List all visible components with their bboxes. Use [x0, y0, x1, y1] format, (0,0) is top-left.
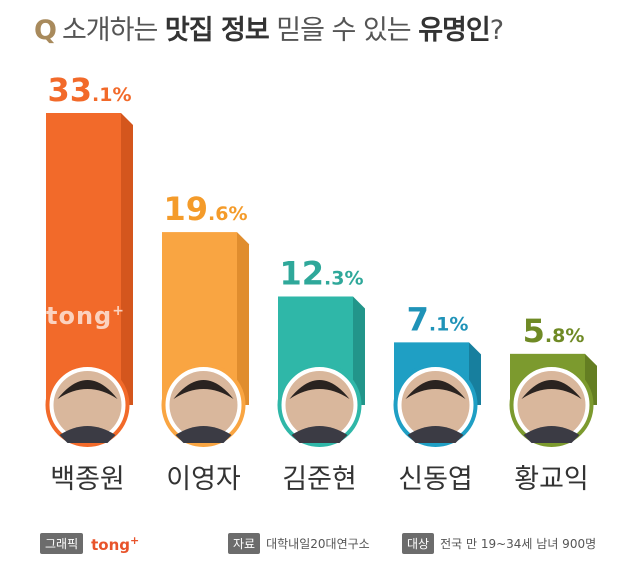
title-part-2: 맛집 정보 [164, 15, 270, 46]
avatar-body [291, 426, 348, 443]
bar-group-5: 5.8% 황교익 [509, 312, 597, 495]
avatar-hair [521, 380, 582, 399]
bar-group-4: 7.1% 신동엽 [393, 300, 481, 495]
title-part-3: 믿을 수 있는 [268, 15, 419, 46]
category-label: 황교익 [514, 464, 589, 495]
avatar-body [175, 426, 232, 443]
bar [46, 113, 121, 405]
avatar-body [407, 426, 464, 443]
chart-title: Q 소개하는 맛집 정보 믿을 수 있는 유명인? [34, 8, 504, 47]
value-label: 12.3% [279, 254, 363, 292]
source-tag: 자료 [228, 533, 261, 554]
category-label: 백종원 [50, 464, 125, 495]
avatar-hair [173, 380, 234, 399]
title-part-5: ? [489, 15, 504, 46]
value-label: 7.1% [407, 300, 469, 338]
value-label: 33.1% [47, 71, 131, 109]
bar-group-3: 12.3% 김준현 [277, 254, 365, 495]
category-label: 신동엽 [398, 464, 473, 495]
avatar-hair [57, 380, 118, 399]
footer: 그래픽 tong+ 자료 대학내일20대연구소 대상 전국 만 19~34세 남… [0, 528, 640, 556]
watermark-logo: tong+ [46, 302, 125, 330]
tong-logo: tong+ [91, 533, 140, 554]
bar-side [353, 296, 365, 405]
source-text: 대학내일20대연구소 [266, 537, 370, 551]
bar-side [121, 113, 133, 405]
title-part-4: 유명인 [418, 15, 491, 46]
bar-group-2: 19.6% 이영자 [161, 190, 249, 495]
bar-side [237, 232, 249, 405]
value-label: 19.6% [163, 190, 247, 228]
q-mark: Q [34, 15, 57, 46]
graphic-tag: 그래픽 [40, 533, 84, 554]
avatar-body [523, 426, 580, 443]
title-part-1: 소개하는 [61, 15, 165, 46]
avatar-body [59, 426, 116, 443]
category-label: 이영자 [166, 464, 241, 495]
value-label: 5.8% [523, 312, 585, 350]
avatar-hair [405, 380, 466, 399]
avatar-hair [289, 380, 350, 399]
target-text: 전국 만 19~34세 남녀 900명 [440, 537, 597, 551]
target-tag: 대상 [402, 533, 435, 554]
bar-group-1: 33.1% 백종원 [45, 71, 133, 495]
bar-chart: 33.1% 백종원 19.6% 이영자 12.3% 김준현 7.1% 신동엽 5.8% 황교익 [45, 71, 597, 495]
category-label: 김준현 [282, 464, 357, 495]
